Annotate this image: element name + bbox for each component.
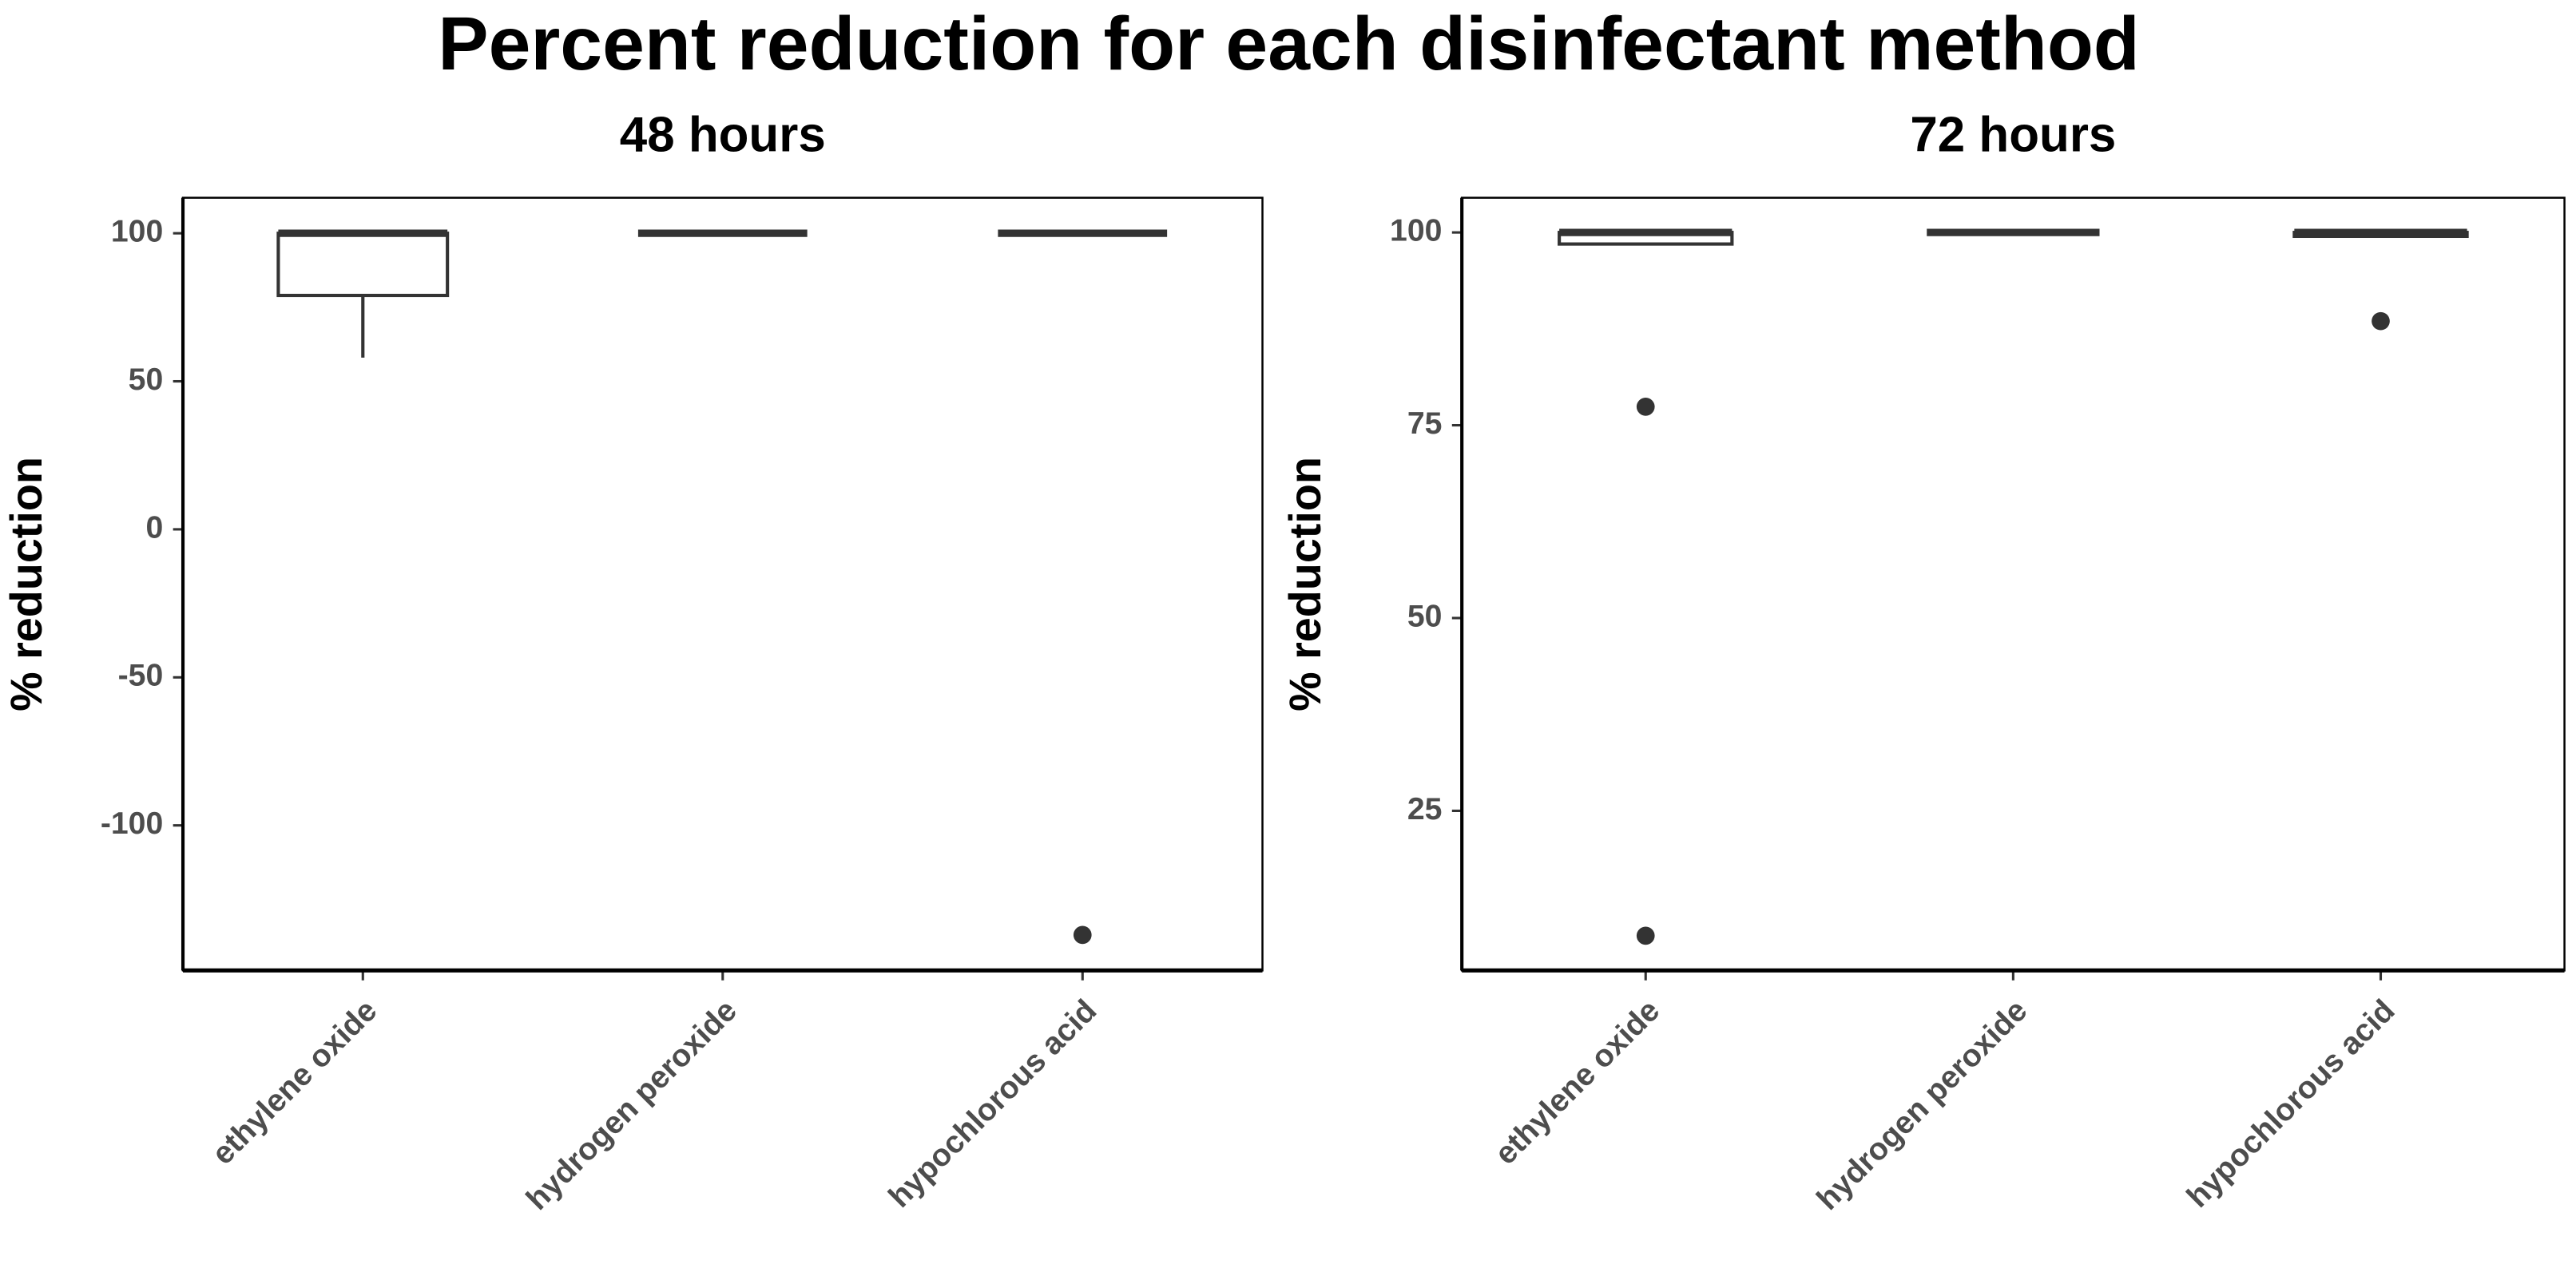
x-tick-label: hypochlorous acid [883,993,1104,1215]
y-tick-label: -50 [118,659,164,693]
outlier [1636,398,1655,416]
y-tick-label: 50 [1407,599,1443,633]
x-tick-label: ethylene oxide [1488,993,1666,1171]
y-tick-label: -100 [101,806,163,841]
outlier [1073,925,1092,945]
box [276,232,450,298]
y-tick-label: 50 [129,363,164,397]
y-tick-label: 100 [1390,213,1442,248]
y-tick-label: 100 [111,215,163,249]
panel-title: 72 hours [1910,108,2116,163]
panel-title: 48 hours [620,108,826,163]
panel-border [181,196,1264,972]
outlier [1636,926,1655,945]
x-tick-label: hydrogen peroxide [1811,993,2034,1217]
y-tick-label: 25 [1407,792,1443,826]
y-axis-label: % reduction [1280,457,1330,711]
y-axis-label: % reduction [2,457,51,711]
y-tick-label: 75 [1407,406,1443,441]
figure-title: Percent reduction for each disinfectant … [438,2,2139,86]
panel-border [1460,196,2566,972]
y-tick-label: 0 [145,510,163,545]
x-tick-label: hypochlorous acid [2181,993,2402,1215]
outlier [2372,311,2390,331]
x-tick-label: ethylene oxide [205,993,383,1171]
x-tick-label: hydrogen peroxide [520,993,744,1217]
